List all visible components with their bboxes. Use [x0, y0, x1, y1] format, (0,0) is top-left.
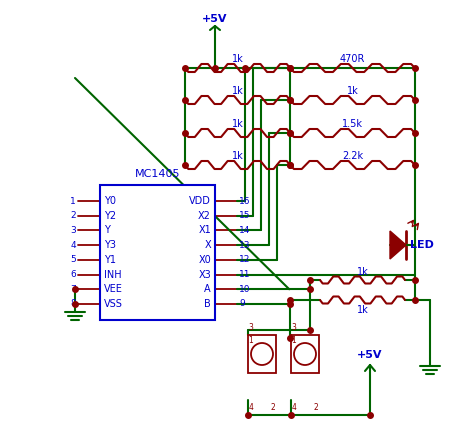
Text: 9: 9: [239, 299, 245, 308]
Text: X: X: [204, 240, 211, 250]
Text: 1k: 1k: [232, 54, 243, 64]
Text: 1k: 1k: [232, 151, 243, 161]
Text: 2: 2: [271, 403, 275, 412]
Text: X2: X2: [198, 211, 211, 221]
Text: Y: Y: [104, 226, 110, 235]
Text: 10: 10: [239, 285, 250, 294]
Text: 3: 3: [248, 323, 254, 332]
Text: VSS: VSS: [104, 299, 123, 309]
Text: 1k: 1k: [356, 305, 368, 315]
Text: 1.5k: 1.5k: [342, 119, 363, 129]
Text: 1k: 1k: [232, 119, 243, 129]
Text: 13: 13: [239, 241, 250, 250]
Text: 5: 5: [70, 255, 76, 264]
Text: 470R: 470R: [340, 54, 365, 64]
Text: Y0: Y0: [104, 196, 116, 206]
Text: Y1: Y1: [104, 255, 116, 265]
Text: 4: 4: [292, 403, 296, 412]
Text: VEE: VEE: [104, 284, 123, 294]
Bar: [291, 335, 319, 373]
Text: B: B: [204, 299, 211, 309]
Text: 12: 12: [239, 255, 250, 264]
Text: +5V: +5V: [357, 350, 383, 360]
Bar: [248, 335, 276, 373]
Text: 6: 6: [70, 270, 76, 279]
Text: 4: 4: [70, 241, 76, 250]
Text: 1k: 1k: [232, 86, 243, 96]
Text: VDD: VDD: [189, 196, 211, 206]
Text: 2: 2: [70, 211, 76, 220]
Text: +5V: +5V: [202, 14, 228, 24]
Text: 11: 11: [239, 270, 250, 279]
Text: 1: 1: [70, 197, 76, 206]
Text: 3: 3: [292, 323, 296, 332]
Text: Y2: Y2: [104, 211, 116, 221]
Text: A: A: [204, 284, 211, 294]
Text: 8: 8: [70, 299, 76, 308]
Text: X0: X0: [198, 255, 211, 265]
Text: 7: 7: [70, 285, 76, 294]
Text: Y3: Y3: [104, 240, 116, 250]
Text: 15: 15: [239, 211, 250, 220]
Text: 1k: 1k: [346, 86, 358, 96]
Text: MC1405: MC1405: [135, 169, 180, 179]
Text: 1k: 1k: [356, 267, 368, 277]
Text: 2: 2: [314, 403, 319, 412]
Text: 14: 14: [239, 226, 250, 235]
Text: 4: 4: [248, 403, 254, 412]
Text: 3: 3: [70, 226, 76, 235]
Text: 2.2k: 2.2k: [342, 151, 363, 161]
Text: 16: 16: [239, 197, 250, 206]
Bar: [100, 185, 215, 320]
Text: X1: X1: [198, 226, 211, 235]
Text: LED: LED: [410, 240, 434, 250]
Text: 1: 1: [292, 336, 296, 345]
Text: X3: X3: [198, 270, 211, 280]
Text: INH: INH: [104, 270, 122, 280]
Polygon shape: [390, 231, 406, 259]
Text: 1: 1: [249, 336, 254, 345]
